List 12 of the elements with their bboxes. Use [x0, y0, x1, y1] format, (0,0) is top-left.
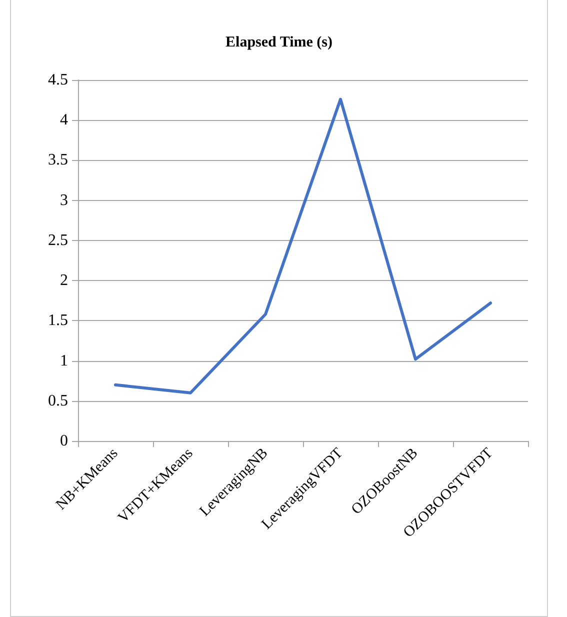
chart-title: Elapsed Time (s)	[226, 34, 332, 50]
y-tick-label: 2.5	[48, 232, 68, 249]
y-tick-label: 4.5	[48, 72, 68, 88]
y-tick-label: 3.5	[48, 152, 68, 169]
line-series	[114, 98, 492, 394]
y-tick-label: 1.5	[48, 312, 68, 330]
y-tick-label: 2	[60, 272, 68, 290]
y-tick-label: 0	[60, 432, 68, 450]
y-tick-label: 4	[60, 112, 68, 129]
y-tick-label: 1	[60, 352, 68, 370]
y-tick-label: 0.5	[48, 392, 68, 410]
y-tick-label: 3	[60, 192, 68, 209]
